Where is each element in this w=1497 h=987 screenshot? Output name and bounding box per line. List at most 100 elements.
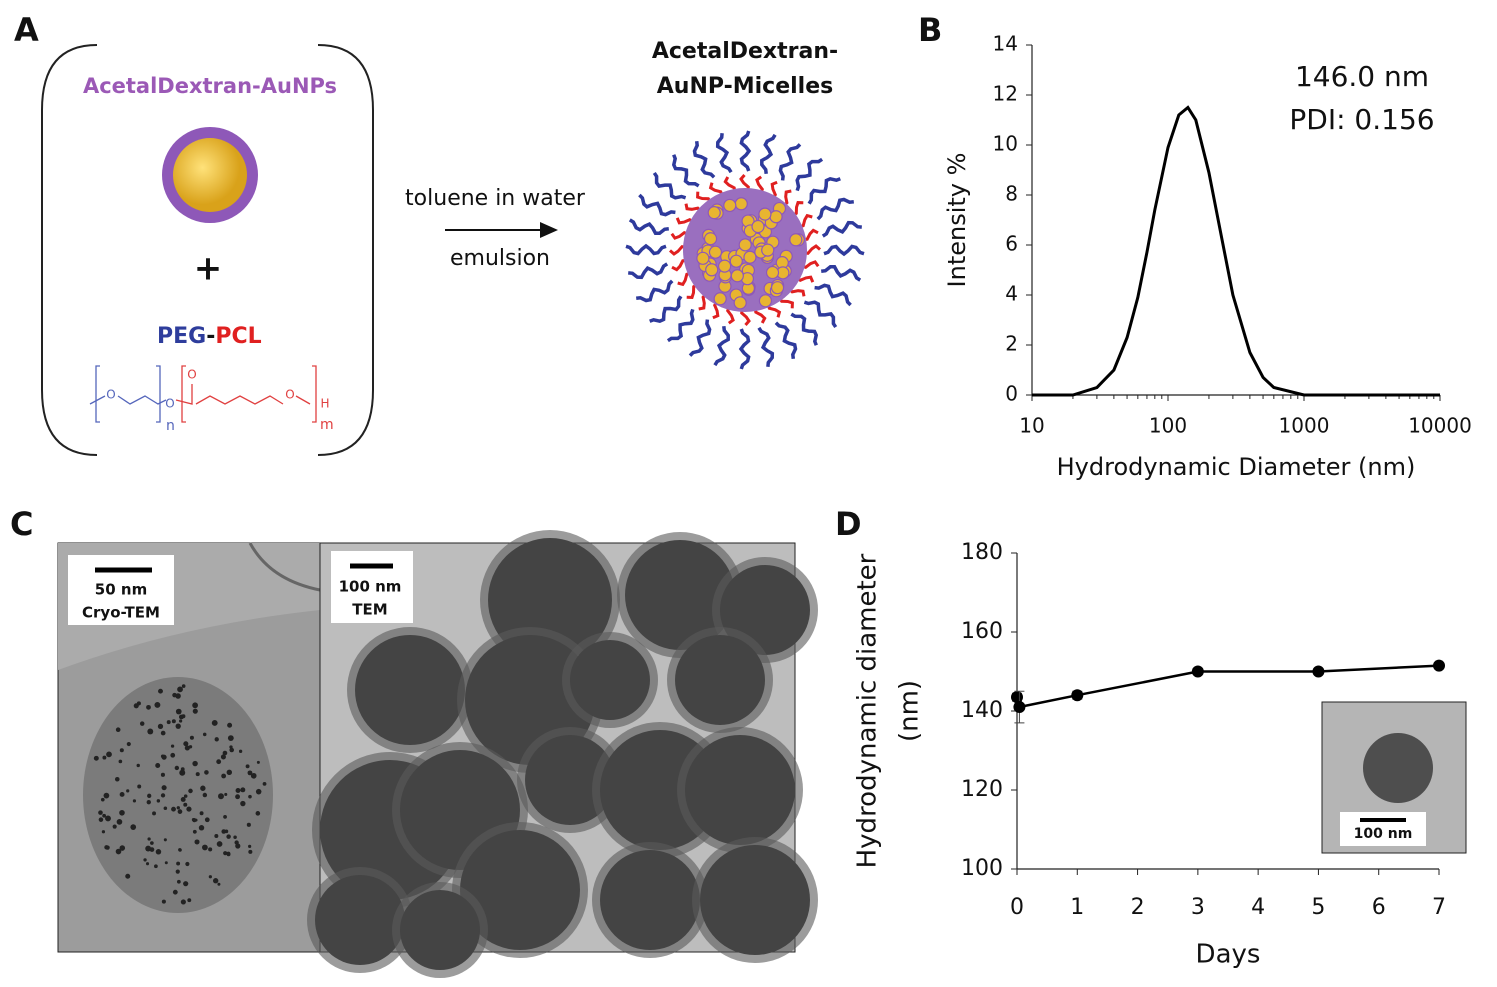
nanoparticle	[235, 843, 241, 849]
y-tick-label: 0	[1005, 382, 1018, 406]
nanoparticle	[227, 722, 233, 728]
nanoparticle	[171, 806, 176, 812]
nanoparticle	[218, 793, 224, 800]
nanoparticle	[238, 749, 243, 753]
aunp	[723, 198, 737, 213]
peg-chain	[666, 308, 695, 343]
peg-chain	[649, 295, 683, 324]
nanoparticle	[170, 752, 176, 758]
micelle-image	[600, 850, 700, 950]
nanoparticle	[176, 879, 181, 884]
nanoparticle	[189, 735, 194, 740]
micelle-image	[400, 890, 480, 970]
aunp	[770, 281, 785, 295]
peg-chain	[778, 143, 802, 181]
nanoparticle	[112, 824, 117, 829]
nanoparticle	[256, 760, 260, 764]
nanoparticle	[226, 834, 231, 839]
peg-chain	[774, 321, 798, 360]
micelle-image	[1363, 733, 1433, 803]
pcl: PCL	[215, 324, 261, 349]
nanoparticle	[157, 723, 164, 730]
y-tick-label: 8	[1005, 182, 1018, 206]
y-axis-label: (nm)	[895, 680, 925, 742]
nanoparticle	[98, 817, 104, 822]
x-tick-label: 5	[1311, 895, 1325, 920]
nanoparticle	[255, 811, 261, 816]
nanoparticle	[187, 898, 192, 903]
x-tick-label: 3	[1191, 895, 1205, 920]
nanoparticle	[171, 719, 176, 724]
nanoparticle	[115, 727, 121, 733]
panel-label: D	[835, 505, 862, 543]
aunp	[705, 263, 719, 277]
nanoparticle	[240, 787, 246, 793]
nanoparticle	[214, 834, 219, 839]
nanoparticle	[105, 845, 110, 850]
nanoparticle	[180, 767, 185, 772]
nanoparticle	[119, 748, 124, 753]
y-tick-label: 14	[993, 32, 1018, 56]
nanoparticle	[154, 701, 161, 708]
nanoparticle	[188, 745, 193, 749]
nanoparticle	[202, 732, 207, 737]
nanoparticle	[180, 797, 186, 802]
nanoparticle	[227, 735, 234, 742]
nanoparticle	[208, 875, 212, 879]
nanoparticle	[183, 794, 188, 798]
scale-box	[1340, 812, 1426, 846]
nanoparticle	[181, 684, 186, 688]
peg-chain	[790, 312, 819, 346]
nanoparticle	[101, 830, 106, 834]
nanoparticle	[184, 745, 190, 751]
peg-chain	[807, 176, 841, 205]
nanoparticle	[175, 708, 182, 715]
nanoparticle	[192, 829, 197, 834]
nanoparticle	[160, 772, 165, 777]
product-label: AcetalDextran-	[652, 39, 838, 64]
x-tick-label: 1000	[1279, 414, 1330, 438]
peg-chain	[760, 133, 777, 175]
x-tick-label: 2	[1131, 895, 1145, 920]
nanoparticle	[262, 781, 267, 786]
x-tick-label: 0	[1010, 895, 1024, 920]
aunp	[734, 197, 748, 211]
nanoparticle-label: AcetalDextran-AuNPs	[83, 74, 337, 98]
nanoparticle	[191, 817, 196, 822]
aunp	[758, 294, 773, 308]
marker	[1191, 665, 1204, 678]
nanoparticle	[158, 688, 163, 694]
micelle-image	[525, 735, 615, 825]
arrow-label: toluene in water	[405, 186, 586, 211]
nanoparticle	[150, 841, 154, 845]
aunp	[789, 233, 803, 247]
marker	[1312, 665, 1325, 678]
nanoparticle	[202, 792, 208, 798]
nanoparticle	[229, 745, 233, 749]
nanoparticle	[183, 881, 189, 887]
aunp	[761, 243, 775, 257]
nanoparticle	[100, 797, 105, 802]
nanoparticle	[93, 755, 99, 761]
nanoparticle	[194, 839, 200, 845]
peg: PEG	[157, 324, 206, 349]
nanoparticle	[156, 799, 161, 803]
atom: O	[106, 388, 115, 402]
scale-label: 100 nm	[1354, 826, 1413, 842]
panel-a: AcetalDextran-AuNPs + PEG-PCL O O O O H …	[41, 39, 865, 456]
nanoparticle	[136, 763, 140, 768]
nanoparticle	[163, 838, 167, 842]
nanoparticle	[147, 793, 152, 798]
nanoparticle	[233, 835, 237, 839]
nanoparticle	[248, 794, 252, 799]
peg-chain	[820, 265, 862, 282]
y-tick-label: 6	[1005, 232, 1018, 256]
marker	[1011, 691, 1023, 704]
panel-c: 50 nm Cryo-TEM 100 nm TEM	[57, 530, 818, 978]
micelle-image	[355, 635, 465, 745]
peg-chain	[688, 319, 712, 357]
nanoparticle	[130, 824, 137, 830]
nanoparticle	[222, 750, 228, 756]
nanoparticle	[102, 755, 107, 760]
